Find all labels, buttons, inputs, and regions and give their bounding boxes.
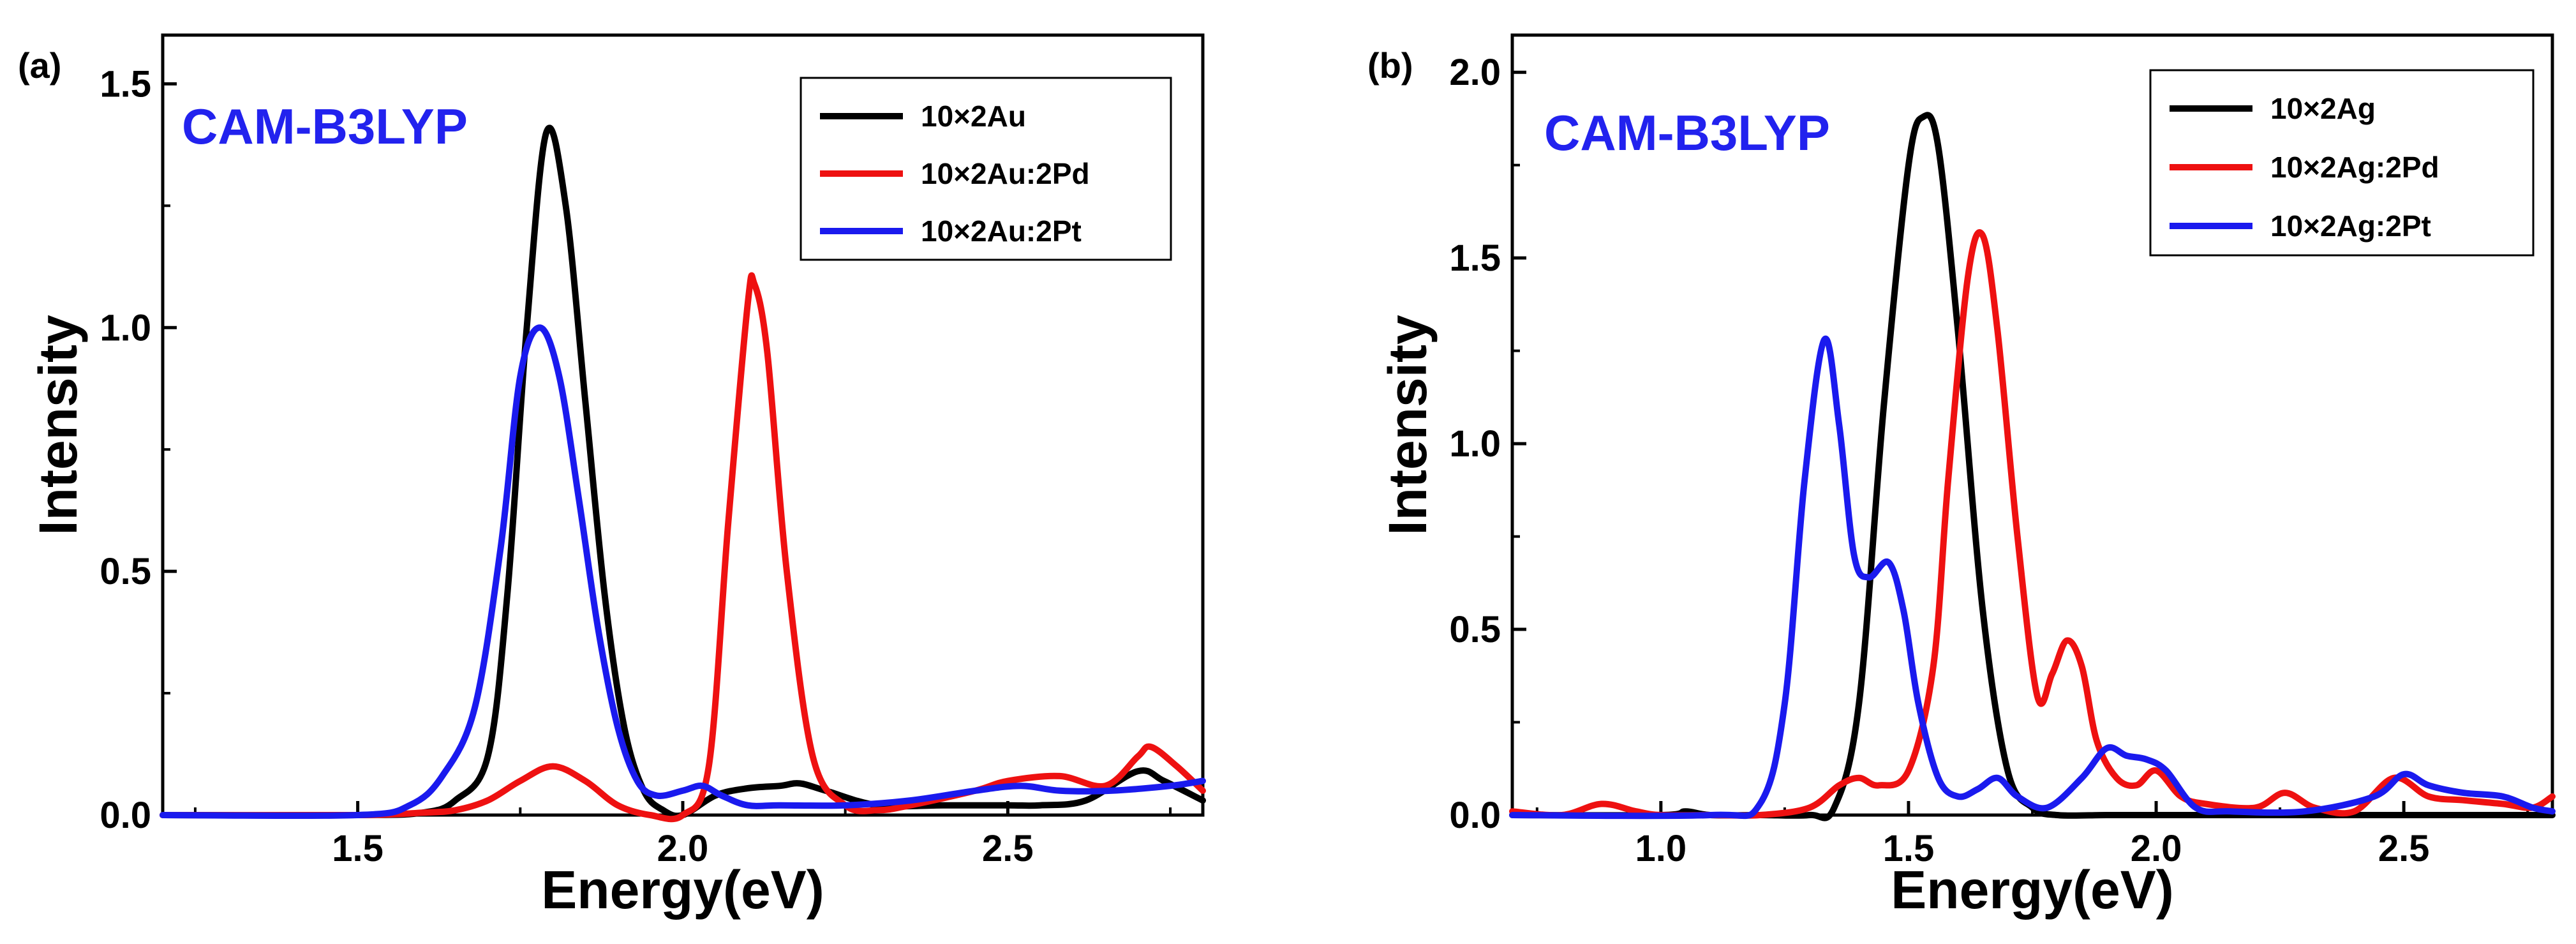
panel-b-x-axis-title: Energy(eV) <box>1891 860 2173 920</box>
x-tick-label: 2.5 <box>2378 828 2430 869</box>
panel-a-y-axis-title: Intensity <box>28 315 88 536</box>
x-tick-label: 1.5 <box>332 828 383 869</box>
y-tick-label: 1.0 <box>100 307 151 348</box>
legend-label: 10×2Au:2Pt <box>921 214 1082 248</box>
panel-b-y-axis-title: Intensity <box>1378 315 1438 536</box>
series-line-1 <box>160 124 1206 820</box>
panel-b-series <box>1509 112 2556 821</box>
legend-label: 10×2Ag:2Pd <box>2270 151 2439 184</box>
panel-b-legend: 10×2Ag 10×2Ag:2Pd 10×2Ag:2Pt <box>2170 92 2439 243</box>
panel-a-legend: 10×2Au 10×2Au:2Pd 10×2Au:2Pt <box>820 100 1090 248</box>
panel-b-letter: (b) <box>1367 45 1413 86</box>
y-tick-label: 1.5 <box>1449 237 1501 279</box>
series-line-3 <box>1509 335 2556 820</box>
y-tick-label: 0.0 <box>100 795 151 836</box>
x-tick-label: 1.5 <box>1883 828 1935 869</box>
series-line-2 <box>160 272 1206 823</box>
legend-label: 10×2Ag <box>2270 92 2376 125</box>
y-tick-label: 1.5 <box>100 63 151 105</box>
y-tick-label: 0.5 <box>100 551 151 592</box>
panel-a-method-label: CAM-B3LYP <box>182 98 468 154</box>
x-tick-label: 2.0 <box>657 828 709 869</box>
chart-panel-b: (b) 1.0 1.5 2.0 2.5 0.0 0.5 1.0 1.5 2.0 CAM-B3LY… <box>1367 33 2556 920</box>
y-tick-label: 0.5 <box>1449 609 1501 650</box>
y-tick-label: 0.0 <box>1449 795 1501 836</box>
panel-a-letter: (a) <box>18 45 61 86</box>
legend-label: 10×2Au:2Pd <box>921 157 1090 190</box>
legend-label: 10×2Au <box>921 100 1026 133</box>
panel-a-series <box>160 124 1206 823</box>
x-tick-label: 2.5 <box>982 828 1034 869</box>
series-line-3 <box>160 324 1206 820</box>
panel-a-ticks: 1.5 2.0 2.5 0.0 0.5 1.0 1.5 <box>100 63 1172 869</box>
x-tick-label: 1.0 <box>1635 828 1687 869</box>
panel-b-method-label: CAM-B3LYP <box>1544 105 1830 161</box>
y-tick-label: 2.0 <box>1449 52 1501 93</box>
panel-b-ticks: 1.0 1.5 2.0 2.5 0.0 0.5 1.0 1.5 2.0 <box>1449 52 2529 869</box>
y-tick-label: 1.0 <box>1449 423 1501 465</box>
chart-panel-a: (a) 1.5 2.0 2.5 0.0 0.5 1.0 1.5 CAM-B3LYP 10×2… <box>18 33 1206 920</box>
legend-label: 10×2Ag:2Pt <box>2270 209 2431 243</box>
panel-a-x-axis-title: Energy(eV) <box>541 860 824 920</box>
x-tick-label: 2.0 <box>2131 828 2182 869</box>
